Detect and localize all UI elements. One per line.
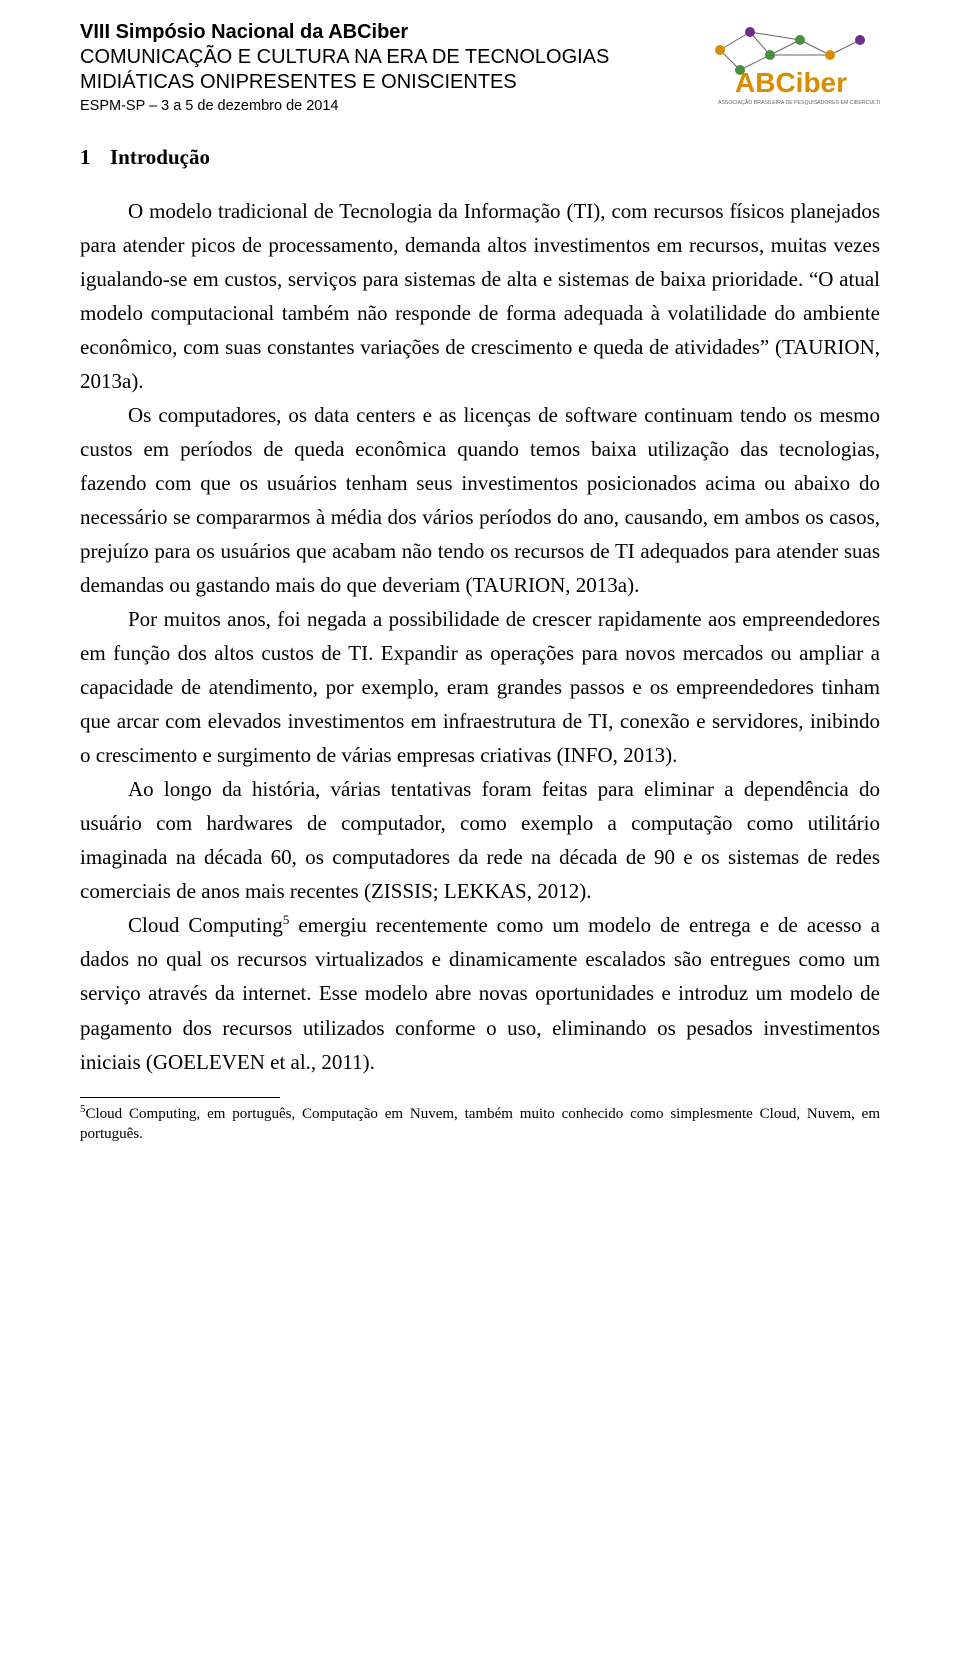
paragraph-2: Os computadores, os data centers e as li… <box>80 398 880 602</box>
header-line-2: COMUNICAÇÃO E CULTURA NA ERA DE TECNOLOG… <box>80 45 690 70</box>
footnote: 5Cloud Computing, em português, Computaç… <box>80 1102 880 1145</box>
header-line-4: ESPM-SP – 3 a 5 de dezembro de 2014 <box>80 97 690 115</box>
footnote-text: Cloud Computing, em português, Computaçã… <box>80 1106 880 1142</box>
paragraph-4: Ao longo da história, várias tentativas … <box>80 772 880 908</box>
body-text: O modelo tradicional de Tecnologia da In… <box>80 194 880 1078</box>
logo-svg: ABCiber ASSOCIAÇÃO BRASILEIRA DE PESQUIS… <box>700 20 880 110</box>
footnote-rule <box>80 1097 280 1098</box>
paragraph-1: O modelo tradicional de Tecnologia da In… <box>80 194 880 398</box>
section-title: Introdução <box>110 145 210 169</box>
logo-text: ABCiber <box>735 67 847 98</box>
p5-part-a: Cloud Computing <box>128 913 283 937</box>
header-line-1: VIII Simpósio Nacional da ABCiber <box>80 20 690 45</box>
section-heading: 1Introdução <box>80 145 880 170</box>
section-number: 1 <box>80 145 110 170</box>
page-header: VIII Simpósio Nacional da ABCiber COMUNI… <box>80 20 880 115</box>
logo-subtitle: ASSOCIAÇÃO BRASILEIRA DE PESQUISADORES E… <box>718 99 880 106</box>
header-text: VIII Simpósio Nacional da ABCiber COMUNI… <box>80 20 690 115</box>
header-line-3: MIDIÁTICAS ONIPRESENTES E ONISCIENTES <box>80 70 690 95</box>
document-page: VIII Simpósio Nacional da ABCiber COMUNI… <box>0 0 960 1672</box>
abciber-logo: ABCiber ASSOCIAÇÃO BRASILEIRA DE PESQUIS… <box>700 20 880 110</box>
p5-part-b: emergiu recentemente como um modelo de e… <box>80 913 880 1073</box>
paragraph-5: Cloud Computing5 emergiu recentemente co… <box>80 908 880 1078</box>
paragraph-3: Por muitos anos, foi negada a possibilid… <box>80 602 880 772</box>
